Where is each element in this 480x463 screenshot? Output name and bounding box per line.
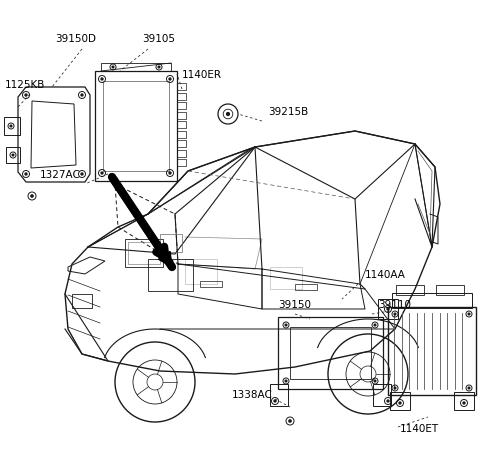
Circle shape bbox=[12, 155, 14, 156]
Circle shape bbox=[158, 67, 160, 69]
Circle shape bbox=[374, 325, 376, 326]
Bar bbox=[177, 122, 186, 129]
Bar bbox=[290, 327, 371, 379]
Text: 39105: 39105 bbox=[142, 34, 175, 44]
Bar bbox=[454, 392, 474, 410]
Circle shape bbox=[31, 195, 33, 198]
Circle shape bbox=[387, 400, 389, 402]
Bar bbox=[6, 148, 20, 163]
Text: 1140AA: 1140AA bbox=[365, 269, 406, 279]
Circle shape bbox=[81, 95, 83, 97]
Polygon shape bbox=[158, 252, 172, 268]
FancyArrowPatch shape bbox=[114, 180, 166, 258]
Bar bbox=[177, 160, 186, 167]
Circle shape bbox=[112, 67, 114, 69]
Circle shape bbox=[101, 79, 103, 81]
Circle shape bbox=[468, 313, 470, 315]
Bar bbox=[177, 131, 186, 138]
Bar bbox=[295, 284, 317, 290]
Bar bbox=[388, 307, 476, 395]
Text: 1327AC: 1327AC bbox=[40, 169, 81, 180]
Text: 39150D: 39150D bbox=[55, 34, 96, 44]
Bar bbox=[177, 141, 186, 148]
Circle shape bbox=[274, 400, 276, 402]
Circle shape bbox=[387, 308, 389, 310]
Text: 39150: 39150 bbox=[278, 300, 311, 309]
Text: 1338AC: 1338AC bbox=[232, 389, 273, 399]
Bar bbox=[177, 103, 186, 110]
Bar bbox=[160, 234, 182, 252]
Bar bbox=[177, 94, 186, 100]
Bar bbox=[373, 384, 391, 406]
Bar bbox=[270, 384, 288, 406]
Text: 1140ER: 1140ER bbox=[182, 70, 222, 80]
Circle shape bbox=[101, 173, 103, 175]
Circle shape bbox=[169, 79, 171, 81]
Circle shape bbox=[374, 380, 376, 382]
Circle shape bbox=[169, 173, 171, 175]
Circle shape bbox=[25, 174, 27, 175]
Bar bbox=[103, 82, 169, 172]
Circle shape bbox=[285, 325, 287, 326]
Bar bbox=[95, 72, 177, 181]
Bar bbox=[72, 294, 92, 308]
Bar bbox=[392, 294, 472, 308]
Circle shape bbox=[463, 402, 465, 404]
Bar bbox=[378, 300, 398, 319]
Bar bbox=[270, 268, 302, 289]
Circle shape bbox=[227, 113, 229, 116]
Bar bbox=[436, 285, 464, 295]
Bar bbox=[185, 259, 217, 284]
Bar bbox=[278, 317, 383, 389]
Bar bbox=[177, 84, 186, 91]
Circle shape bbox=[25, 95, 27, 97]
Circle shape bbox=[468, 388, 470, 389]
Bar bbox=[125, 239, 163, 268]
Bar bbox=[200, 282, 222, 288]
Circle shape bbox=[399, 402, 401, 404]
Circle shape bbox=[285, 380, 287, 382]
Circle shape bbox=[394, 388, 396, 389]
Text: 1125KB: 1125KB bbox=[5, 80, 46, 90]
Text: 39110: 39110 bbox=[378, 300, 411, 309]
Bar bbox=[148, 259, 193, 291]
Bar bbox=[177, 150, 186, 157]
Text: 1140ET: 1140ET bbox=[400, 423, 439, 433]
Bar bbox=[128, 243, 160, 264]
Bar bbox=[177, 112, 186, 119]
Circle shape bbox=[81, 174, 83, 175]
Bar bbox=[396, 285, 424, 295]
Circle shape bbox=[10, 126, 12, 128]
Bar bbox=[390, 392, 410, 410]
Circle shape bbox=[289, 420, 291, 422]
Bar bbox=[4, 118, 20, 136]
Circle shape bbox=[394, 313, 396, 315]
Text: 39215B: 39215B bbox=[268, 107, 308, 117]
